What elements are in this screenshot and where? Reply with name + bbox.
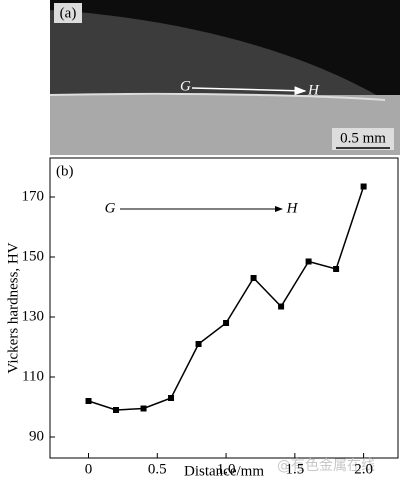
coating-layer [50, 10, 385, 100]
annotation: H [286, 200, 299, 216]
data-point [250, 275, 257, 281]
scale-label: 0.5 mm [340, 130, 386, 146]
y-tick-label: 150 [22, 248, 45, 264]
x-tick-label: 0.5 [148, 461, 167, 477]
point-label: H [307, 82, 320, 98]
micrograph-panel: (a) G H 0.5 mm [49, 0, 400, 155]
data-point [113, 407, 120, 413]
panel-label: (b) [56, 163, 74, 179]
x-axis-label: Distance/mm [184, 463, 264, 479]
y-tick-label: 90 [29, 428, 44, 444]
x-tick-label: 1.5 [285, 461, 304, 477]
data-point [168, 395, 175, 401]
data-point [195, 341, 202, 347]
data-point [140, 405, 147, 412]
plot-frame [49, 157, 399, 459]
x-tick-label: 1.0 [217, 461, 236, 477]
data-point [278, 303, 285, 310]
y-tick-label: 130 [22, 308, 45, 324]
annotation: G [105, 200, 116, 216]
arrow [191, 86, 307, 96]
data-point [223, 320, 230, 326]
data-point [305, 258, 312, 265]
scale-box [332, 128, 394, 150]
data-point [85, 398, 92, 404]
label-box [54, 3, 82, 23]
data-line [88, 186, 365, 411]
x-tick-label: 2.0 [354, 461, 373, 477]
data-point [360, 183, 367, 190]
point-label: G [180, 78, 191, 94]
y-tick-label: 110 [22, 368, 44, 384]
data-point [333, 266, 340, 272]
y-axis-label: Vickers hardness, HV [5, 242, 21, 373]
watermark: @有色金属在线 [277, 457, 375, 474]
y-tick-label: 170 [22, 188, 45, 204]
panel-label: (a) [60, 5, 77, 21]
x-tick-label: 0 [85, 461, 93, 477]
interface [49, 92, 386, 101]
